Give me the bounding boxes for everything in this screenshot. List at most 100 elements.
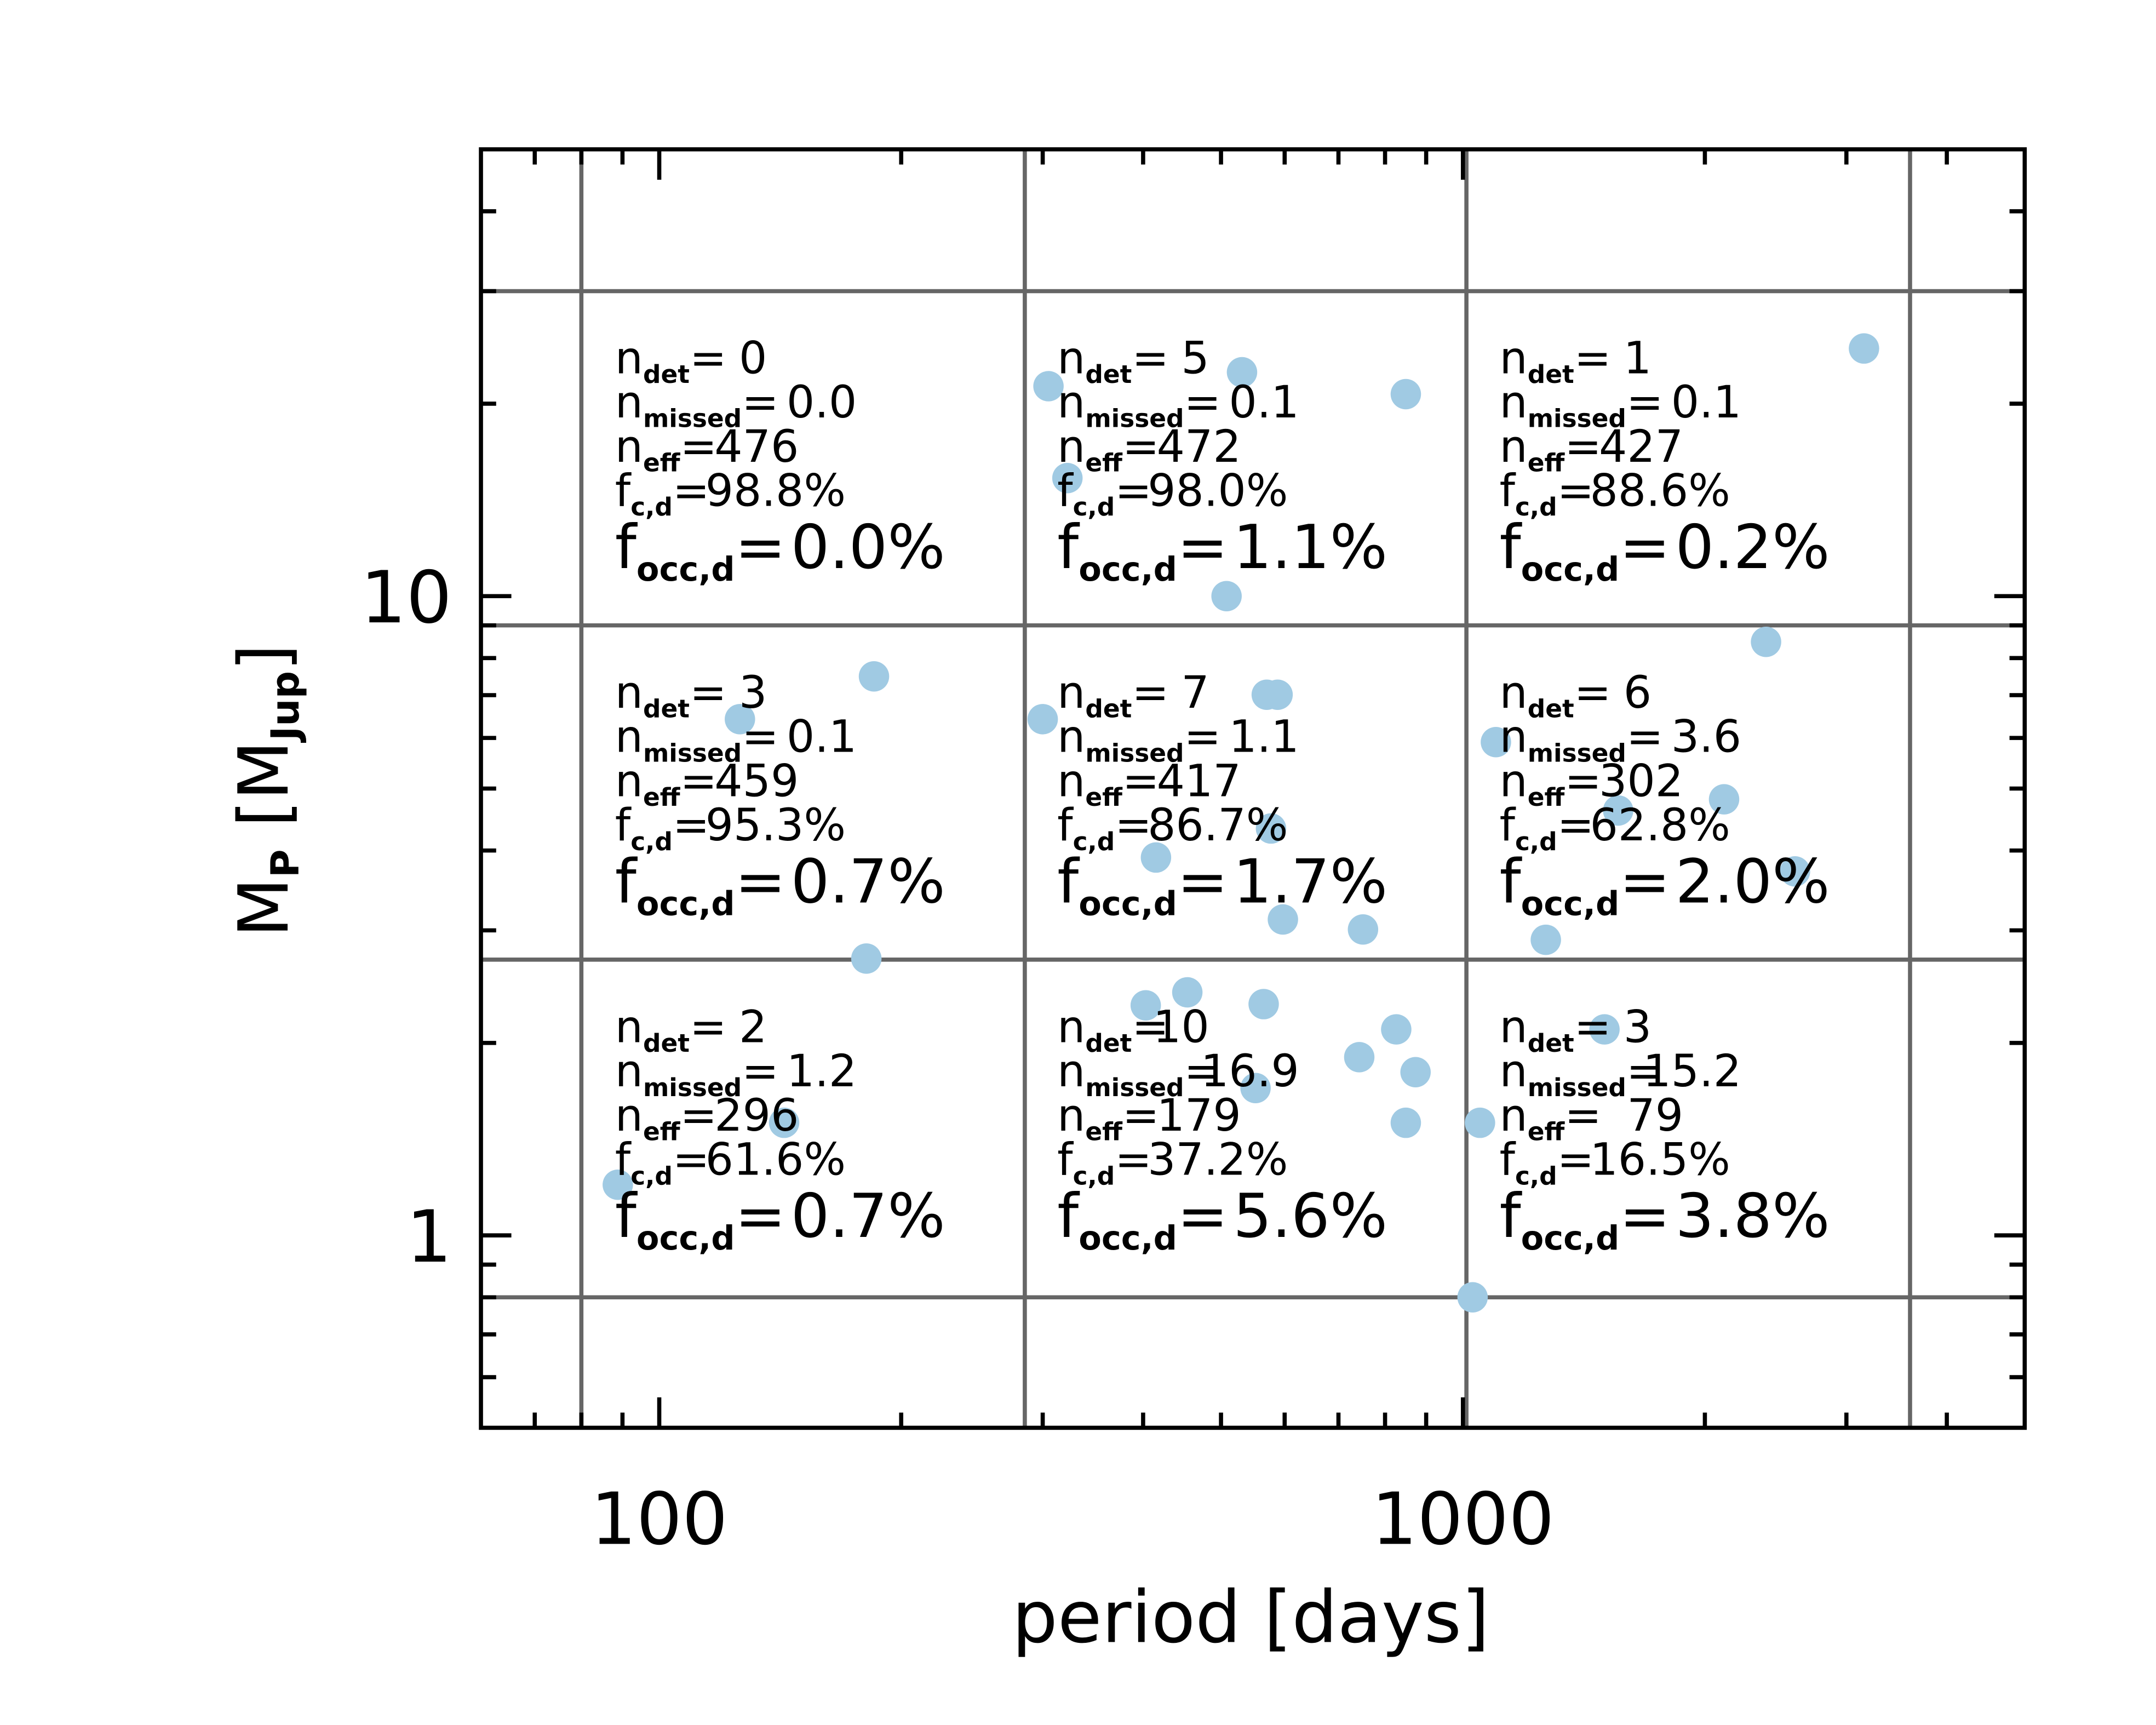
- cell-value: 0: [739, 333, 767, 384]
- cell-label-eq: =: [1122, 421, 1160, 473]
- cell-label-eq: =: [1115, 466, 1152, 517]
- cell-label-eq: =: [673, 1134, 710, 1186]
- cell-label-symbol: n: [615, 712, 643, 763]
- cell-label: ndet=: [615, 1002, 727, 1058]
- cell-label: ndet=: [1500, 667, 1612, 724]
- cell-label-symbol: n: [1057, 421, 1085, 473]
- plot-frame: [479, 147, 2027, 1430]
- cell-label-sub: eff: [1528, 1117, 1566, 1147]
- y-tick-label: 10: [360, 555, 452, 639]
- cell-label-eq: =: [680, 421, 718, 473]
- cell-value: 5: [1181, 333, 1209, 384]
- cell-label-symbol: n: [1057, 333, 1085, 384]
- cell-label: fc,d=: [1500, 800, 1595, 856]
- cell-value: 15.2: [1643, 1046, 1741, 1097]
- data-point: [1240, 1073, 1271, 1103]
- cell-label-eq: =: [1184, 712, 1222, 763]
- cell-label-eq: =: [1132, 667, 1169, 719]
- cell-label: neff=: [1057, 1090, 1159, 1147]
- cell-label: neff=: [1057, 755, 1159, 812]
- cell-label-symbol: n: [1057, 377, 1085, 428]
- cell-value: 179: [1157, 1090, 1241, 1142]
- cell-label: fc,d=: [615, 1134, 710, 1191]
- data-point: [1390, 1107, 1421, 1138]
- cell-label-sub: det: [643, 695, 690, 724]
- cell-label-symbol: n: [1500, 1090, 1528, 1142]
- cell-label: focc,d=: [1057, 847, 1228, 924]
- cell-label: nmissed=: [1500, 377, 1664, 433]
- cell-label-eq: =: [1574, 333, 1612, 384]
- data-point: [1052, 462, 1083, 494]
- cell-label-eq: =: [1626, 377, 1664, 428]
- cell-label: fc,d=: [1500, 1134, 1595, 1191]
- data-point: [858, 661, 890, 692]
- cell-label: nmissed=: [1500, 712, 1664, 768]
- cell-label-sub: c,d: [1515, 492, 1557, 521]
- cell-label-eq: =: [680, 1090, 718, 1142]
- data-point: [769, 1107, 800, 1138]
- cell-label-symbol: f: [615, 466, 632, 517]
- data-point: [1390, 379, 1421, 410]
- cell-label-sub: missed: [1085, 738, 1184, 767]
- cell-label-eq: =: [735, 1181, 786, 1252]
- cell-label-eq: =: [673, 800, 710, 851]
- cell-label-eq: =: [1564, 421, 1602, 473]
- cell-label-eq: =: [1557, 1134, 1595, 1186]
- cell-label-sub: eff: [643, 448, 681, 477]
- cell-label: focc,d=: [615, 512, 786, 589]
- cell-value: 16.9: [1201, 1046, 1299, 1097]
- cell-value: 5.6%: [1233, 1181, 1387, 1252]
- cell-label-sub: missed: [1085, 404, 1184, 433]
- cell-label: fc,d=: [1057, 466, 1152, 522]
- cell-label-symbol: f: [1500, 1134, 1516, 1186]
- cell-label-eq: =: [1122, 755, 1160, 807]
- data-point: [1268, 904, 1298, 935]
- cell-label-sub: missed: [1085, 1073, 1184, 1102]
- cell-label-symbol: n: [615, 667, 643, 719]
- cell-value: 98.8%: [706, 466, 846, 517]
- cell-label: ndet=: [1057, 667, 1169, 724]
- data-point: [603, 1170, 633, 1200]
- cell-label-symbol: n: [1500, 421, 1528, 473]
- cell-label-sub: c,d: [1073, 492, 1115, 521]
- cell-label-sub: c,d: [1073, 827, 1115, 856]
- cell-label: fc,d=: [1057, 800, 1152, 856]
- cell-label-sub: occ,d: [1521, 551, 1620, 589]
- cell-label-sub: eff: [1085, 448, 1123, 477]
- cell-label-sub: eff: [1528, 448, 1566, 477]
- cell-label-symbol: n: [615, 377, 643, 428]
- cell-label-eq: =: [1564, 755, 1602, 807]
- data-point: [1849, 333, 1879, 364]
- cell-label-symbol: f: [1500, 512, 1523, 583]
- cell-label: ndet=: [1057, 333, 1169, 389]
- data-point: [1226, 357, 1258, 388]
- cell-label-eq: =: [1115, 800, 1152, 851]
- cell-label-sub: c,d: [1515, 1161, 1557, 1190]
- cell-value: 3.6: [1671, 712, 1741, 763]
- cell-label-eq: =: [1564, 1090, 1602, 1142]
- cell-label-sub: eff: [643, 1117, 681, 1147]
- cell-value: 62.8%: [1590, 800, 1730, 851]
- cell-value: 88.6%: [1590, 466, 1730, 517]
- cell-label-sub: occ,d: [1521, 885, 1620, 923]
- x-tick-label: 100: [590, 1477, 727, 1561]
- cell-label-sub: occ,d: [1079, 551, 1177, 589]
- cell-label-sub: eff: [643, 783, 681, 812]
- data-point: [1457, 1282, 1488, 1313]
- cell-label: neff=: [1500, 1090, 1602, 1147]
- cell-value: 61.6%: [706, 1134, 846, 1186]
- cell-label-symbol: n: [615, 1090, 643, 1142]
- cell-label: focc,d=: [1057, 1181, 1228, 1258]
- cell-label-symbol: f: [615, 1181, 638, 1252]
- cell-label: fc,d=: [1500, 466, 1595, 522]
- cell-label: neff=: [1057, 421, 1159, 478]
- cell-label-eq: =: [1177, 847, 1228, 918]
- cell-value: 0.0: [787, 377, 857, 428]
- cell-value: 1.1%: [1233, 512, 1387, 583]
- cell-label-symbol: f: [1057, 512, 1080, 583]
- cell-label: ndet=: [615, 667, 727, 724]
- cell-label: neff=: [615, 755, 717, 812]
- cell-label-sub: occ,d: [637, 1219, 735, 1258]
- cell-label-sub: c,d: [630, 827, 673, 856]
- cell-label-symbol: f: [1057, 847, 1080, 918]
